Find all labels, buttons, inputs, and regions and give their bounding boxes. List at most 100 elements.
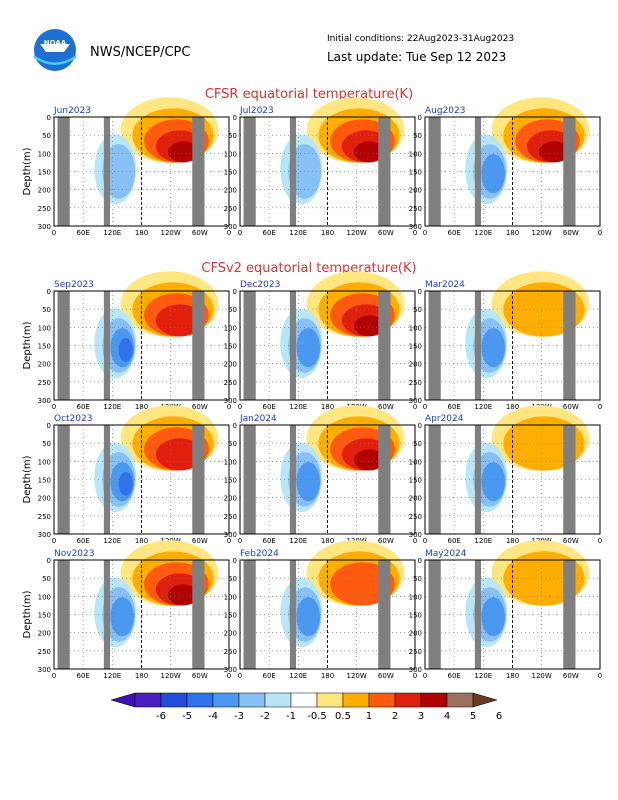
lon-tick-label: 120W [347, 229, 367, 237]
panel-dec2023: Dec2023060E120E180120W60W005010015020025… [224, 271, 417, 411]
depth-tick-label: 250 [224, 379, 237, 387]
lon-tick-label: 60W [378, 403, 394, 411]
lon-tick-label: 60W [563, 672, 579, 680]
plot-frame [53, 424, 230, 535]
depth-tick-label: 0 [233, 557, 237, 565]
warm-contour [167, 584, 200, 606]
lon-tick-label: 180 [506, 229, 519, 237]
lon-tick-label: 0 [423, 229, 427, 237]
lon-tick-label: 60W [192, 403, 208, 411]
lon-tick-label: 60W [378, 672, 394, 680]
colorbar-swatch [290, 692, 318, 708]
lon-tick-label: 0 [52, 403, 56, 411]
depth-tick-label: 50 [228, 306, 237, 314]
colorbar-label: -6 [156, 711, 166, 722]
lon-tick-label: 0 [413, 537, 417, 545]
warm-contour [155, 304, 205, 337]
depth-tick-label: 150 [224, 477, 237, 485]
lon-tick-label: 0 [227, 229, 231, 237]
panel-title: Sep2023 [54, 280, 94, 290]
colorbar-label: 0.5 [335, 711, 351, 722]
depth-tick-label: 100 [224, 150, 237, 158]
depth-tick-label: 200 [38, 187, 51, 195]
depth-tick-label: 300 [38, 397, 51, 405]
depth-tick-label: 50 [42, 306, 51, 314]
plot-frame [239, 559, 416, 670]
lon-tick-label: 60E [76, 537, 89, 545]
lon-tick-label: 60E [447, 229, 460, 237]
colorbar-swatch [186, 692, 214, 708]
lon-tick-label: 0 [598, 672, 602, 680]
plot-frame [239, 116, 416, 227]
depth-tick-label: 0 [47, 422, 51, 430]
depth-tick-label: 150 [224, 169, 237, 177]
depth-tick-label: 50 [228, 440, 237, 448]
depth-tick-label: 250 [409, 205, 422, 213]
land-mask [57, 560, 70, 669]
colorbar-swatch [160, 692, 188, 708]
panel-title: Nov2023 [54, 549, 94, 559]
lon-tick-label: 120W [347, 672, 367, 680]
land-mask [243, 117, 256, 226]
cfsr-title: CFSR equatorial temperature(K) [205, 87, 413, 102]
lon-tick-label: 60E [262, 403, 275, 411]
colorbar-swatch [446, 692, 474, 708]
cold-contour [110, 597, 135, 637]
depth-tick-label: 200 [409, 495, 422, 503]
warm-contour [155, 438, 205, 471]
depth-tick-label: 300 [409, 397, 422, 405]
lon-tick-label: 180 [506, 537, 519, 545]
depth-tick-label: 300 [409, 223, 422, 231]
lon-tick-label: 120E [103, 403, 121, 411]
depth-tick-label: 200 [409, 361, 422, 369]
depth-tick-label: 300 [409, 531, 422, 539]
colorbar-swatch [212, 692, 240, 708]
lon-tick-label: 180 [321, 403, 334, 411]
land-mask [57, 117, 70, 226]
panel-apr2024: Apr2024060E120E180120W60W005010015020025… [409, 405, 602, 545]
colorbar-swatch [420, 692, 448, 708]
depth-tick-label: 50 [228, 132, 237, 140]
panel-title: May2024 [425, 549, 467, 559]
depth-tick-label: 250 [409, 513, 422, 521]
depth-tick-label: 200 [38, 630, 51, 638]
lon-tick-label: 60W [192, 672, 208, 680]
depth-tick-label: 0 [418, 422, 422, 430]
colorbar-label: -3 [234, 711, 244, 722]
panel-title: Jul2023 [239, 106, 274, 116]
lon-tick-label: 120W [532, 229, 552, 237]
depth-tick-label: 150 [38, 343, 51, 351]
colorbar-label: -2 [260, 711, 270, 722]
land-mask [428, 117, 441, 226]
lon-tick-label: 120W [161, 672, 181, 680]
warm-contour [353, 315, 386, 337]
depth-tick-label: 300 [38, 666, 51, 674]
depth-tick-label: 100 [38, 150, 51, 158]
depth-tick-label: 150 [409, 343, 422, 351]
ylabels: Depth(m) Depth(m) Depth(m) Depth(m) [22, 147, 33, 638]
depth-tick-label: 0 [418, 114, 422, 122]
noaa-logo: NOAA [34, 29, 76, 71]
depth-tick-label: 300 [224, 223, 237, 231]
land-mask [57, 425, 70, 534]
depth-tick-label: 250 [38, 648, 51, 656]
colorbar-swatch [394, 692, 422, 708]
warm-contour [353, 141, 386, 163]
depth-tick-label: 50 [413, 132, 422, 140]
land-mask [243, 291, 256, 400]
lon-tick-label: 60E [262, 672, 275, 680]
cold-contour [481, 597, 506, 637]
cold-contour [481, 328, 506, 368]
y-axis-label: Depth(m) [22, 321, 33, 369]
depth-tick-label: 50 [42, 440, 51, 448]
depth-tick-label: 100 [224, 324, 237, 332]
lon-tick-label: 60W [192, 229, 208, 237]
panel-title: Apr2024 [425, 414, 464, 424]
lon-tick-label: 0 [52, 229, 56, 237]
plot-frame [53, 559, 230, 670]
plot-frame [239, 290, 416, 401]
depth-tick-label: 250 [38, 513, 51, 521]
